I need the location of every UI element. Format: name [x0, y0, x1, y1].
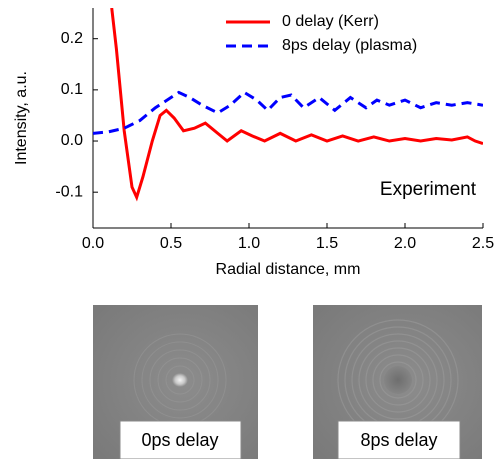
y-tick-label: -0.1: [55, 183, 83, 200]
series-line: [93, 90, 483, 135]
y-tick-label: 0.1: [61, 81, 83, 98]
x-tick-label: 2.5: [472, 235, 494, 252]
photos: 0ps delay 8ps delay: [93, 305, 482, 459]
x-tick-label: 0.5: [160, 235, 182, 252]
y-tick-label: 0.0: [61, 132, 83, 149]
photo-label: 8ps delay: [360, 430, 437, 450]
y-axis-label: Intensity, a.u.: [13, 71, 30, 165]
x-axis-label: Radial distance, mm: [216, 261, 361, 278]
plot-area: [93, 8, 483, 202]
annotation: Experiment: [380, 179, 477, 200]
photo-label-box: [119, 420, 242, 459]
photo-label: 0ps delay: [141, 430, 218, 450]
x-tick-label: 1.0: [238, 235, 260, 252]
photo-label-box: [337, 420, 461, 459]
x-tick-label: 1.5: [316, 235, 338, 252]
x-tick-label: 2.0: [394, 235, 416, 252]
x-tick-label: 0.0: [82, 235, 104, 252]
series-line: [110, 8, 483, 202]
legend-label: 0 delay (Kerr): [282, 13, 379, 30]
legend-label: 8ps delay (plasma): [282, 37, 417, 54]
y-tick-label: 0.2: [61, 30, 83, 47]
